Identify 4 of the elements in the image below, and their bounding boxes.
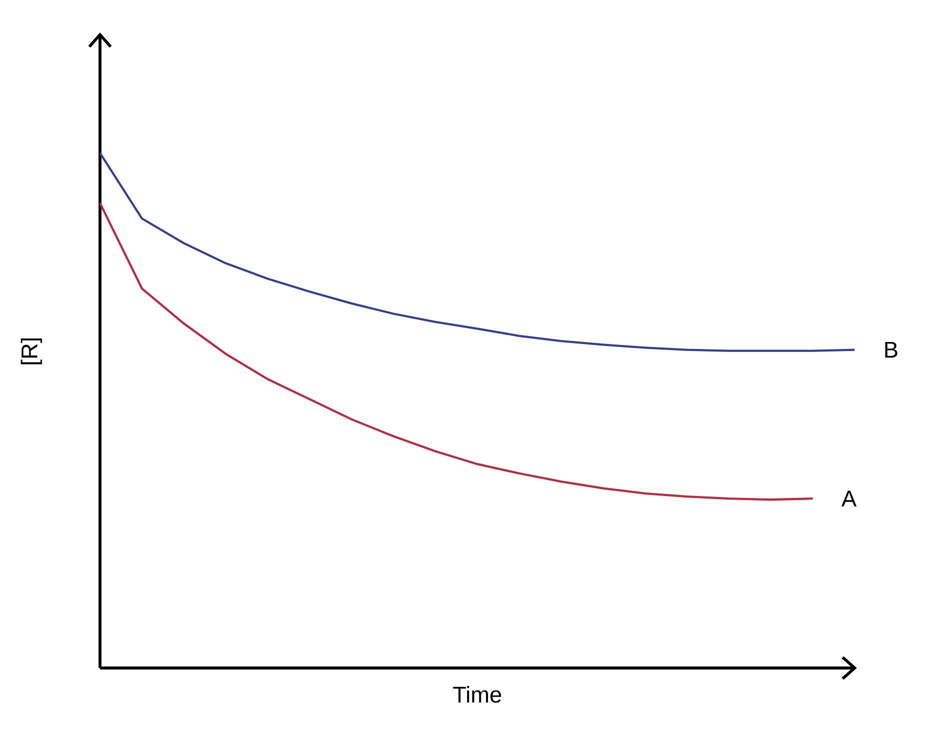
series-label: B: [885, 342, 898, 358]
x-axis-title: Time: [453, 686, 502, 703]
y-axis-title: [R]: [20, 338, 42, 364]
series-label: A: [841, 490, 857, 506]
